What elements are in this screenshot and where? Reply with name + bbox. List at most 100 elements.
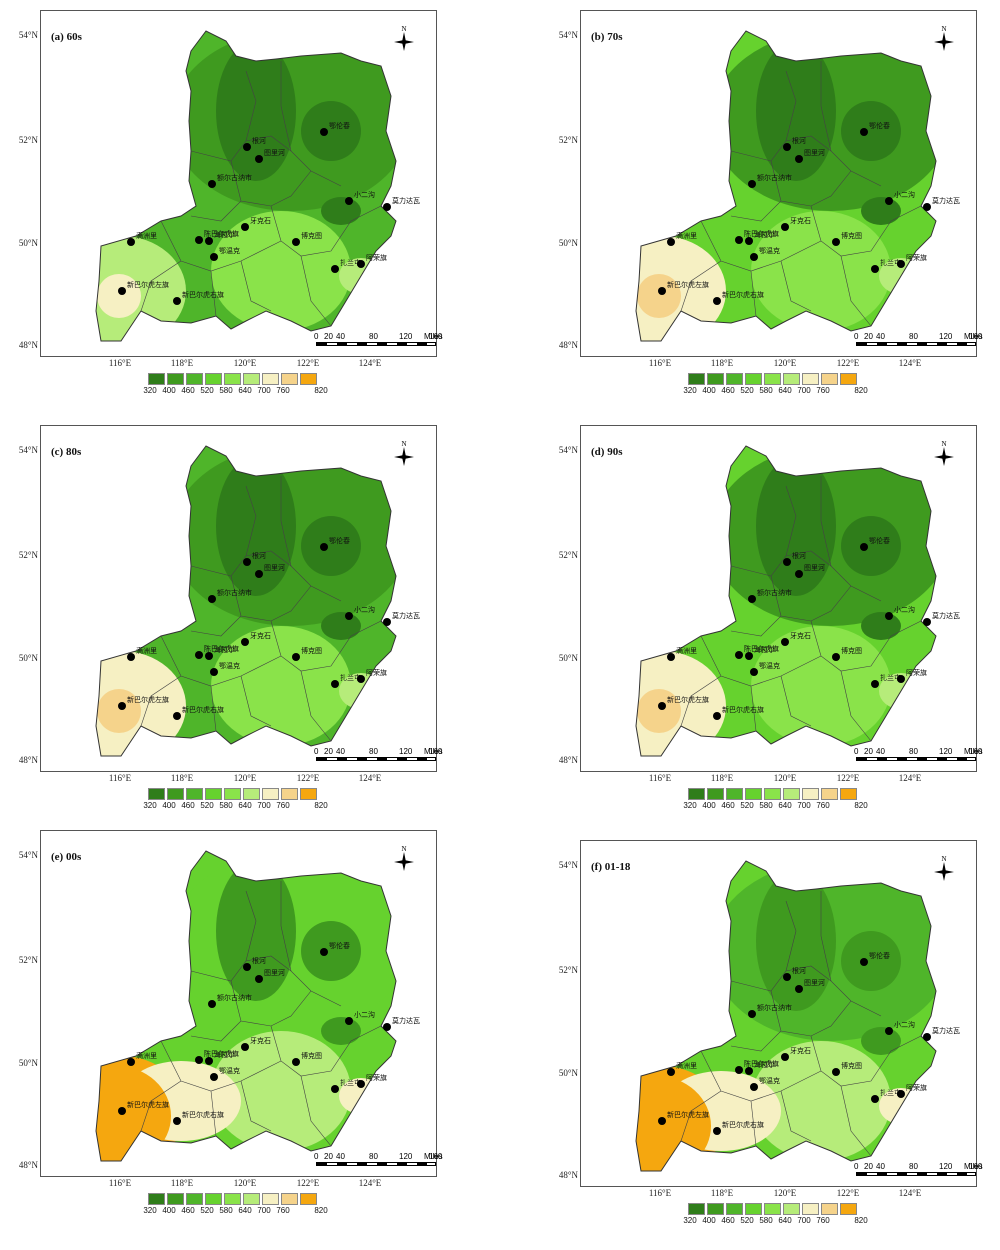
legend-tick: 520 — [200, 1206, 214, 1215]
station-label: 阿荣旗 — [906, 1083, 927, 1092]
station-marker — [331, 680, 339, 688]
station-marker — [243, 963, 251, 971]
scale-label: 40 — [876, 747, 885, 756]
station-label: 扎兰屯 — [340, 673, 361, 682]
station-label: 满洲里 — [136, 231, 157, 240]
latitude-label: 50°N — [558, 238, 578, 248]
station-marker — [667, 238, 675, 246]
latitude-label: 52°N — [18, 955, 38, 965]
legend-tick: 700 — [257, 386, 271, 395]
legend-swatch — [821, 1203, 838, 1215]
station-label: 阿荣旗 — [906, 668, 927, 677]
station-label: 阿荣旗 — [366, 253, 387, 262]
scale-label: 80 — [369, 332, 378, 341]
longitude-label: 124°E — [358, 1178, 382, 1188]
legend-swatch — [688, 1203, 705, 1215]
scale-unit: Miles — [424, 1152, 443, 1161]
legend-swatch — [688, 373, 705, 385]
legend-swatch — [205, 788, 222, 800]
legend-swatch — [764, 1203, 781, 1215]
scale-bar: 0 20 40 80 120 160 Miles — [854, 1162, 983, 1180]
station-marker — [255, 155, 263, 163]
station-marker — [713, 712, 721, 720]
station-label: 博克图 — [841, 1061, 862, 1070]
scale-bar: 0 20 40 80 120 160 Miles — [854, 332, 983, 350]
legend-tick: 700 — [257, 801, 271, 810]
legend-tick: 580 — [219, 801, 233, 810]
station-label: 新巴尔虎右旗 — [722, 705, 764, 714]
latitude-label: 52°N — [18, 550, 38, 560]
scale-label: 0 — [314, 332, 319, 341]
longitude-label: 124°E — [898, 358, 922, 368]
scale-label: 40 — [876, 1162, 885, 1171]
station-marker — [118, 287, 126, 295]
station-label: 满洲里 — [676, 231, 697, 240]
legend-swatch — [281, 373, 298, 385]
station-label: 额尔古纳市 — [217, 173, 252, 182]
station-marker — [205, 652, 213, 660]
station-label: 海拉尔 — [754, 1060, 775, 1069]
station-marker — [871, 1095, 879, 1103]
map-panel: 鄂伦春 根河 图里河 额尔古纳市 小二沟 莫力达瓦 满洲里 陈巴尔虎旗 海拉尔 牙克石 博克图 鄂温克… — [19, 425, 460, 835]
scale-unit: Miles — [964, 747, 983, 756]
station-marker — [748, 595, 756, 603]
station-label: 博克图 — [301, 231, 322, 240]
map-frame: 鄂伦春 根河 图里河 额尔古纳市 小二沟 莫力达瓦 满洲里 陈巴尔虎旗 海拉尔 牙克石 博克图 鄂温克… — [40, 425, 443, 772]
station-label: 莫力达瓦 — [932, 196, 960, 205]
panel-title: (d) 90s — [591, 446, 623, 458]
latitude-label: 50°N — [558, 1068, 578, 1078]
station-label: 图里河 — [804, 979, 825, 987]
station-marker — [173, 1117, 181, 1125]
color-legend: 320 400 460 520 580 640 700 760 820 — [143, 373, 348, 399]
legend-tick: 640 — [778, 1216, 792, 1225]
longitude-label: 116°E — [108, 1178, 132, 1188]
scale-bar: 0 20 40 80 120 160 Miles — [314, 747, 443, 765]
scale-label: 160 — [969, 747, 983, 756]
legend-swatch — [224, 788, 241, 800]
station-marker — [208, 180, 216, 188]
legend-swatch — [148, 788, 165, 800]
scale-label: 20 — [864, 332, 873, 341]
station-marker — [205, 1057, 213, 1065]
station-marker — [127, 1058, 135, 1066]
legend-tick: 400 — [162, 1206, 176, 1215]
station-label: 阿荣旗 — [906, 253, 927, 262]
station-label: 新巴尔虎右旗 — [182, 290, 224, 299]
legend-swatch — [726, 788, 743, 800]
station-label: 鄂温克 — [759, 1076, 780, 1085]
legend-swatch — [205, 373, 222, 385]
station-marker — [748, 180, 756, 188]
station-label: 鄂伦春 — [869, 951, 890, 960]
legend-tick: 320 — [683, 1216, 697, 1225]
station-label: 根河 — [792, 551, 806, 560]
legend-swatch — [745, 373, 762, 385]
station-marker — [320, 948, 328, 956]
station-label: 额尔古纳市 — [757, 588, 792, 597]
legend-swatch — [821, 788, 838, 800]
station-label: 牙克石 — [790, 632, 811, 640]
latitude-label: 54°N — [558, 445, 578, 455]
panel-title: (e) 00s — [51, 851, 82, 863]
station-marker — [832, 238, 840, 246]
north-arrow-icon: N — [931, 853, 957, 883]
station-marker — [345, 1017, 353, 1025]
station-marker — [923, 1033, 931, 1041]
station-marker — [210, 1073, 218, 1081]
station-marker — [173, 297, 181, 305]
scale-label: 120 — [939, 1162, 953, 1171]
station-marker — [750, 1083, 758, 1091]
scale-label: 0 — [854, 747, 859, 756]
station-label: 鄂伦春 — [869, 121, 890, 130]
panel-title: (c) 80s — [51, 446, 82, 458]
legend-swatch — [243, 1193, 260, 1205]
scale-label: 20 — [864, 1162, 873, 1171]
legend-tick: 460 — [721, 801, 735, 810]
map-frame: 鄂伦春 根河 图里河 额尔古纳市 小二沟 莫力达瓦 满洲里 陈巴尔虎旗 海拉尔 牙克石 博克图 鄂温克… — [580, 10, 983, 357]
map-frame: 鄂伦春 根河 图里河 额尔古纳市 小二沟 莫力达瓦 满洲里 陈巴尔虎旗 海拉尔 牙克石 博克图 鄂温克… — [40, 830, 443, 1177]
legend-swatch — [224, 373, 241, 385]
svg-text:N: N — [401, 440, 406, 448]
station-label: 图里河 — [804, 149, 825, 157]
